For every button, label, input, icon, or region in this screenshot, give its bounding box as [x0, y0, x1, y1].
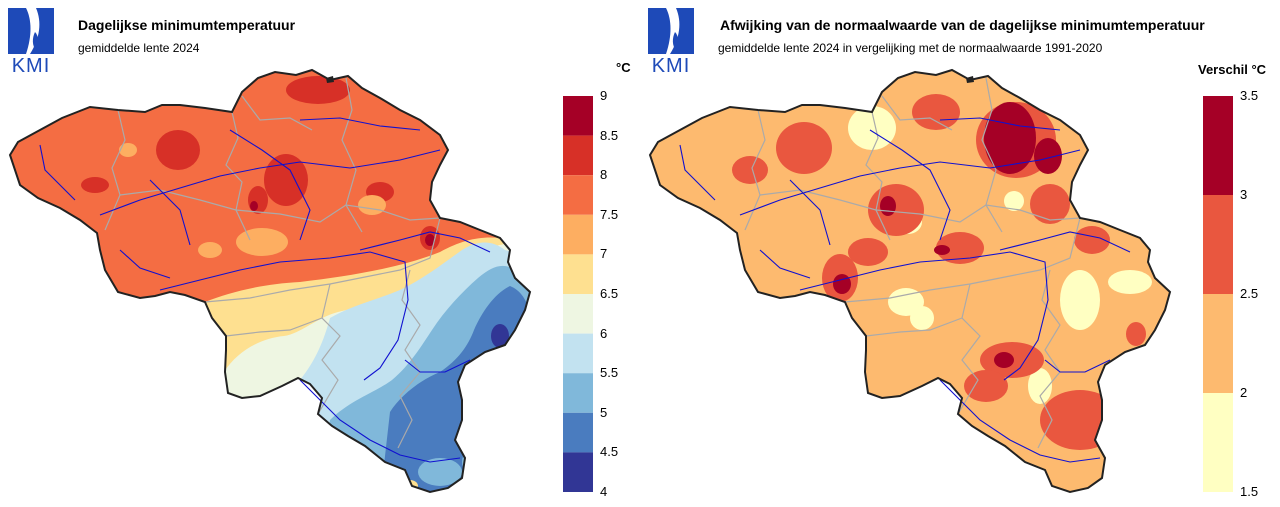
legend-swatch: [1203, 393, 1233, 492]
legend-swatch: [563, 214, 593, 255]
legend-swatch: [563, 412, 593, 453]
legend-tick-label: 4: [600, 484, 608, 499]
legend-swatch: [563, 254, 593, 294]
legend-tick-label: 5: [600, 404, 608, 420]
legend-swatch: [563, 452, 593, 492]
anomaly-field: [650, 70, 1170, 492]
belgium-border: [8, 68, 532, 494]
svg-text:KMI: KMI: [12, 55, 51, 74]
legend-swatch: [563, 333, 593, 374]
legend-swatch: [563, 294, 593, 334]
legend-swatch: [563, 175, 593, 215]
legend-tick-label: 3: [1240, 187, 1248, 202]
legend-tick-label: 1.5: [1240, 484, 1259, 499]
legend-unit: °C: [616, 60, 631, 75]
legend-unit: Verschil °C: [1198, 62, 1267, 77]
rivers: [39, 117, 491, 463]
legend-swatch: [563, 373, 593, 413]
legend-swatch: [563, 96, 593, 136]
province-borders: [744, 77, 1081, 449]
legend-tick-label: 8: [600, 167, 608, 183]
color-legend: [563, 96, 593, 492]
legend-tick-label: 2.5: [1240, 286, 1259, 301]
legend-swatch: [1203, 195, 1233, 294]
legend-tick-label: 2: [1240, 385, 1248, 400]
belgium-border: [648, 68, 1172, 494]
belgium-map: [648, 68, 1172, 494]
legend-tick-label: 7.5: [600, 206, 619, 222]
svg-text:KMI: KMI: [652, 55, 691, 74]
legend-swatch: [1203, 294, 1233, 393]
panel-temperature-anomaly: KMI Afwijking van de normaalwaarde van d…: [640, 0, 1280, 507]
baarle-hertog-enclave: [326, 76, 334, 83]
legend-tick-label: 5.5: [600, 365, 619, 381]
legend-tick-label: 6.5: [600, 286, 619, 301]
baarle-hertog-enclave: [966, 76, 974, 83]
map-subtitle: gemiddelde lente 2024: [78, 41, 200, 55]
legend-swatch: [563, 135, 593, 176]
panel-min-temperature: KMI Dagelijkse minimumtemperatuur gemidd…: [6, 6, 631, 499]
legend-tick-label: 7: [600, 246, 608, 262]
belgium-map: [8, 68, 532, 494]
legend-tick-label: 9: [600, 88, 608, 103]
legend-tick-label: 3.5: [1240, 88, 1259, 103]
legend-tick-label: 6: [600, 325, 608, 341]
temperature-field: [10, 70, 530, 492]
legend-swatch: [1203, 96, 1233, 195]
color-legend: [1203, 96, 1233, 492]
kmi-logo: KMI: [646, 6, 696, 74]
map-title: Dagelijkse minimumtemperatuur: [78, 17, 296, 33]
kmi-logo: KMI: [6, 6, 56, 74]
legend-tick-label: 8.5: [600, 127, 619, 143]
map-title: Afwijking van de normaalwaarde van de da…: [720, 17, 1205, 33]
legend-tick-label: 4.5: [600, 444, 619, 460]
rivers: [679, 117, 1131, 463]
map-subtitle: gemiddelde lente 2024 in vergelijking me…: [718, 41, 1103, 55]
